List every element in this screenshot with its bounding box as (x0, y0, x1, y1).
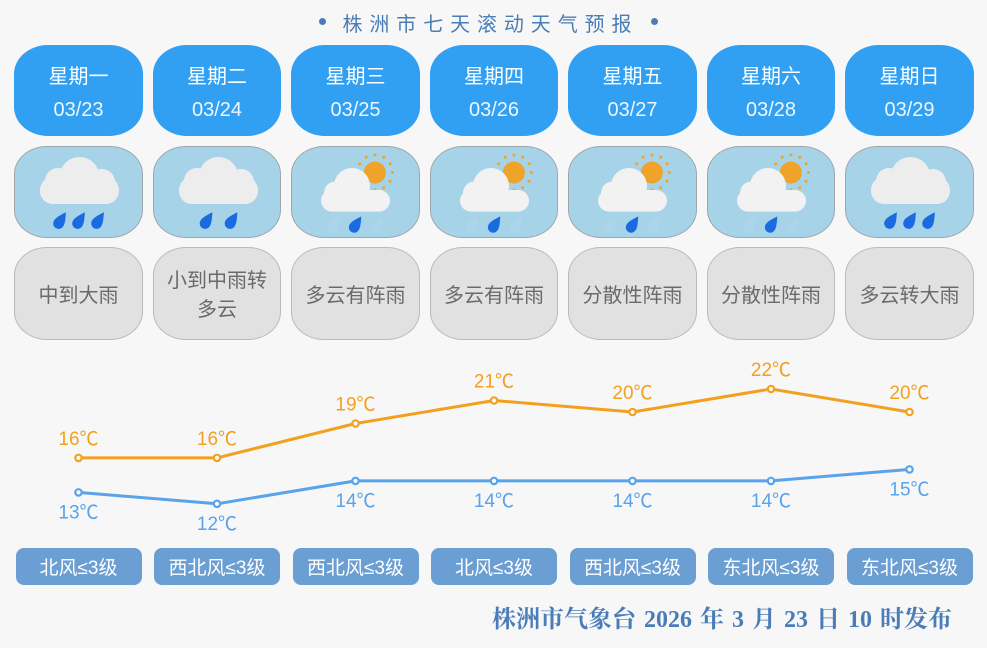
svg-text:19℃: 19℃ (335, 390, 375, 417)
svg-text:12℃: 12℃ (197, 509, 237, 536)
svg-text:20℃: 20℃ (889, 378, 929, 405)
svg-text:13℃: 13℃ (58, 497, 98, 524)
svg-text:16℃: 16℃ (58, 424, 98, 451)
svg-text:14℃: 14℃ (335, 486, 375, 513)
svg-text:21℃: 21℃ (474, 367, 514, 394)
svg-text:15℃: 15℃ (889, 474, 929, 501)
svg-text:14℃: 14℃ (612, 486, 652, 513)
svg-text:20℃: 20℃ (612, 378, 652, 405)
svg-text:22℃: 22℃ (751, 355, 791, 382)
svg-text:14℃: 14℃ (751, 486, 791, 513)
svg-text:16℃: 16℃ (197, 424, 237, 451)
svg-text:14℃: 14℃ (474, 486, 514, 513)
